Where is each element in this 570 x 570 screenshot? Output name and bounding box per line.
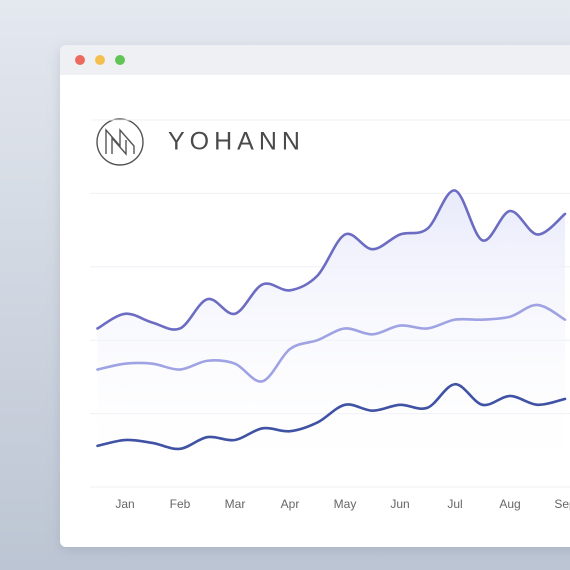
series-line	[96, 303, 567, 383]
brand-name: YOHANN	[168, 128, 305, 156]
x-tick-label: Jul	[447, 497, 462, 511]
minimize-button[interactable]	[95, 55, 105, 65]
title-bar	[60, 45, 570, 75]
series-line	[96, 382, 567, 451]
x-tick-label: Sep	[554, 497, 570, 511]
close-button[interactable]	[75, 55, 85, 65]
maximize-button[interactable]	[115, 55, 125, 65]
series-line	[96, 189, 567, 331]
x-tick-label: Jan	[115, 497, 134, 511]
x-tick-label: May	[334, 497, 357, 511]
x-tick-label: Jun	[390, 497, 409, 511]
x-tick-label: Apr	[281, 497, 300, 511]
x-tick-label: Mar	[225, 497, 246, 511]
x-tick-label: Aug	[499, 497, 520, 511]
series-area	[97, 190, 565, 487]
logo	[96, 118, 144, 166]
x-tick-label: Feb	[170, 497, 191, 511]
